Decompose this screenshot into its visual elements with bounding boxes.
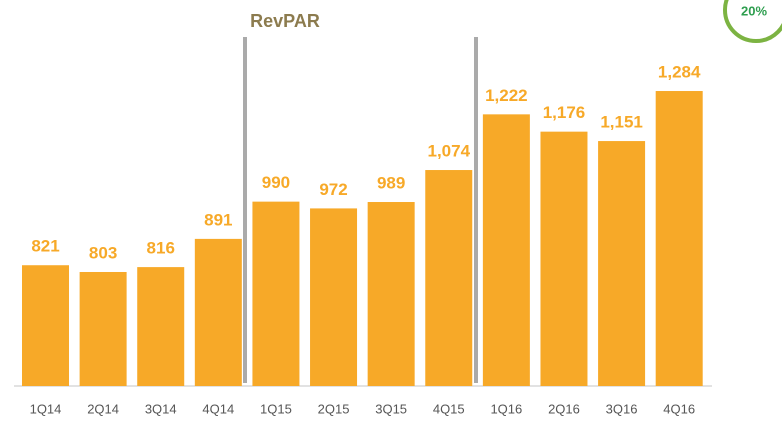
x-tick-label: 3Q16 <box>606 401 638 416</box>
x-tick-label: 2Q14 <box>87 401 119 416</box>
data-label: 1,284 <box>658 63 701 82</box>
x-tick-label: 2Q16 <box>548 401 580 416</box>
data-label: 891 <box>204 210 232 229</box>
data-label: 972 <box>319 180 347 199</box>
x-tick-label: 1Q14 <box>30 401 62 416</box>
data-label: 1,176 <box>543 103 586 122</box>
data-label: 1,151 <box>600 113 643 132</box>
bar <box>540 131 588 386</box>
data-label: 803 <box>89 243 117 262</box>
bar <box>655 91 703 387</box>
data-label: 990 <box>262 173 290 192</box>
data-label: 816 <box>147 239 175 258</box>
bar <box>310 208 358 386</box>
bar <box>137 267 185 386</box>
x-tick-label: 4Q14 <box>202 401 234 416</box>
bar <box>22 265 70 386</box>
data-label: 1,074 <box>427 142 470 161</box>
bar <box>79 271 127 386</box>
bar <box>598 141 646 386</box>
bar <box>367 202 415 386</box>
x-tick-label: 4Q15 <box>433 401 465 416</box>
x-tick-label: 1Q15 <box>260 401 292 416</box>
x-tick-label: 3Q15 <box>375 401 407 416</box>
badge <box>723 0 782 43</box>
bar <box>252 201 300 386</box>
bar <box>425 170 473 386</box>
bar <box>482 114 530 386</box>
bar <box>194 238 242 386</box>
chart-title: RevPAR <box>250 11 320 31</box>
badge-text: 20% <box>741 3 767 18</box>
data-label: 1,222 <box>485 86 528 105</box>
x-tick-label: 2Q15 <box>318 401 350 416</box>
data-label: 821 <box>31 237 59 256</box>
x-tick-label: 3Q14 <box>145 401 177 416</box>
data-label: 989 <box>377 173 405 192</box>
x-tick-label: 4Q16 <box>663 401 695 416</box>
x-tick-label: 1Q16 <box>490 401 522 416</box>
